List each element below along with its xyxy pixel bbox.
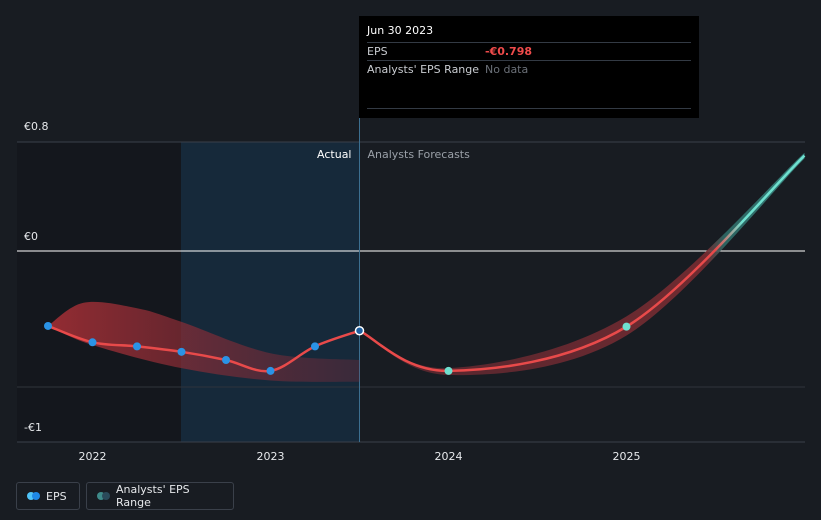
x-tick-label: 2022 (79, 450, 107, 463)
eps-dot-light (27, 492, 35, 500)
eps-actual-point (222, 356, 230, 364)
legend-range-label: Analysts' EPS Range (116, 483, 190, 509)
actual-highlight-region (181, 142, 360, 442)
y-tick-label: €0 (24, 230, 38, 243)
legend-range-toggle[interactable]: Analysts' EPS Range (86, 482, 234, 510)
past-region (17, 142, 181, 442)
forecast-label: Analysts Forecasts (368, 148, 471, 161)
eps-actual-point (354, 325, 365, 336)
tooltip-eps-value: -€0.798 (485, 45, 533, 58)
eps-actual-point (133, 342, 141, 351)
range-dot-dark (102, 492, 110, 500)
range-dot-light (97, 492, 105, 500)
eps-actual-point (311, 342, 319, 351)
actual-label: Actual (317, 148, 351, 161)
x-tick-label: 2025 (613, 450, 641, 463)
y-tick-label: €0.8 (24, 120, 49, 133)
eps-actual-point (266, 366, 275, 375)
legend-eps-label: EPS (46, 489, 67, 503)
eps-actual-point (177, 347, 186, 356)
tooltip-eps-label: EPS (367, 45, 388, 58)
eps-forecast-point (622, 322, 631, 331)
eps-forecast-line (358, 154, 806, 373)
tooltip: Jun 30 2023 EPS -€0.798 Analysts' EPS Ra… (359, 16, 699, 118)
legend-eps-toggle[interactable]: EPS (16, 482, 80, 510)
eps-actual-point (44, 321, 52, 330)
eps-legend-icon (27, 492, 40, 500)
y-tick-label: -€1 (24, 421, 42, 434)
x-tick-label: 2023 (257, 450, 285, 463)
eps-actual-point (88, 338, 97, 347)
eps-forecast-point (444, 366, 453, 375)
x-tick-label: 2024 (435, 450, 463, 463)
eps-dot-dark (32, 492, 40, 500)
tooltip-divider (367, 108, 691, 109)
tooltip-range-label: Analysts' EPS Range (367, 63, 480, 76)
tooltip-date: Jun 30 2023 (367, 24, 434, 37)
tooltip-range-value: No data (485, 63, 529, 76)
range-legend-icon (97, 492, 110, 500)
tooltip-range-row: Analysts' EPS Range No data (367, 60, 691, 78)
tooltip-eps-row: EPS -€0.798 (367, 42, 691, 60)
historical-range-band (48, 301, 360, 382)
forecast-range-band (359, 152, 805, 376)
